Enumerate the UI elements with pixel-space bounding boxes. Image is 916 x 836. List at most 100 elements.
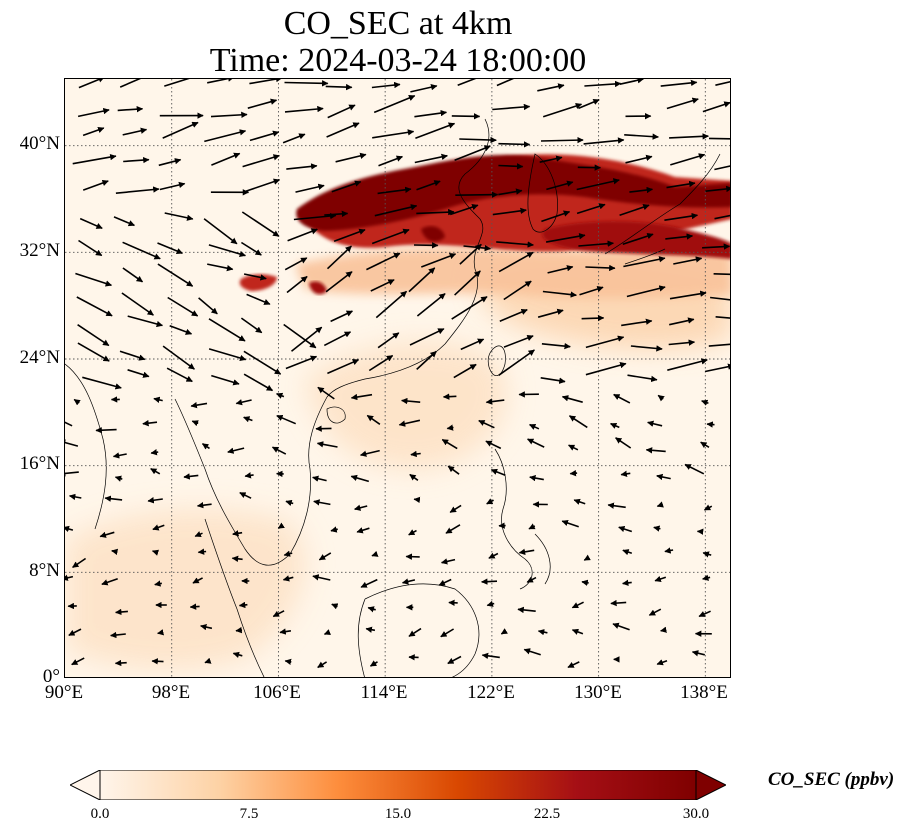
colorbar-extend-low <box>70 770 101 800</box>
wind-arrow <box>610 422 620 429</box>
wind-arrow <box>701 399 709 406</box>
wind-arrow <box>451 296 488 320</box>
wind-arrow <box>115 608 128 616</box>
wind-arrow <box>152 524 165 531</box>
y-tick-label: 40°N <box>19 133 60 154</box>
wind-arrow <box>581 579 589 586</box>
y-tick-label: 16°N <box>19 453 60 474</box>
wind-arrow <box>204 657 212 664</box>
wind-arrow <box>282 133 306 144</box>
wind-arrow <box>77 107 110 118</box>
wind-arrow <box>668 339 696 346</box>
wind-arrow <box>645 447 666 454</box>
wind-arrow <box>200 623 213 631</box>
wind-arrow <box>99 531 115 538</box>
wind-arrow <box>656 473 671 481</box>
wind-arrow <box>656 501 664 508</box>
wind-arrow <box>540 136 584 144</box>
wind-arrow <box>447 465 460 475</box>
wind-arrow <box>607 502 626 509</box>
wind-arrow <box>665 233 694 240</box>
wind-arrow <box>571 628 584 635</box>
wind-arrow <box>490 468 506 477</box>
wind-arrow <box>330 310 353 323</box>
co-concentration-field <box>65 154 730 670</box>
x-tick-label: 114°E <box>360 682 408 703</box>
wind-arrow <box>367 606 376 613</box>
wind-arrow <box>647 420 663 427</box>
colorbar-tick-label: 0.0 <box>90 806 110 822</box>
map-title-line2: Time: 2024-03-24 18:00:00 <box>209 42 587 79</box>
wind-arrow <box>313 499 331 506</box>
wind-arrow <box>82 179 109 191</box>
wind-arrow <box>673 256 703 265</box>
wind-arrow <box>526 576 537 583</box>
wind-arrow <box>667 358 708 371</box>
map-title-line1: CO_SEC at 4km <box>283 5 513 42</box>
wind-arrow <box>702 574 711 581</box>
wind-arrow <box>190 401 208 409</box>
wind-arrow <box>710 296 730 301</box>
wind-arrow <box>581 314 605 322</box>
wind-arrow <box>440 628 455 638</box>
wind-arrow <box>210 111 248 119</box>
wind-arrow <box>561 519 579 528</box>
wind-arrow <box>285 499 294 507</box>
wind-arrow <box>498 188 523 196</box>
wind-arrow <box>283 323 317 349</box>
wind-arrow <box>545 233 586 243</box>
wind-arrow <box>235 626 243 634</box>
wind-arrow <box>408 627 422 637</box>
wind-arrow <box>246 293 271 305</box>
wind-arrow <box>518 548 535 555</box>
wind-arrow <box>276 392 285 399</box>
wind-arrow <box>684 463 705 475</box>
wind-arrow <box>705 185 730 193</box>
wind-arrow <box>576 203 606 215</box>
wind-arrow <box>453 363 477 379</box>
wind-arrow <box>585 362 627 376</box>
plume-dark-core <box>296 154 730 231</box>
wind-arrow <box>624 133 659 140</box>
wind-arrow <box>653 525 661 532</box>
wind-arrow <box>446 424 454 431</box>
wind-arrow <box>189 603 200 610</box>
wind-arrow <box>457 79 477 87</box>
wind-arrow <box>127 369 150 378</box>
wind-arrow <box>71 657 85 666</box>
wind-arrow <box>373 95 416 114</box>
wind-arrow <box>413 496 421 504</box>
wind-arrow <box>204 129 247 143</box>
wind-arrow <box>579 286 604 296</box>
wind-arrow <box>573 498 586 505</box>
wind-arrow <box>239 491 252 499</box>
wind-arrow <box>416 292 446 317</box>
wind-arrow <box>445 524 461 534</box>
wind-arrow <box>366 252 401 271</box>
wind-arrow <box>150 449 159 456</box>
wind-arrow <box>416 350 437 370</box>
wind-arrow <box>619 204 650 217</box>
wind-arrow <box>151 549 160 556</box>
wind-arrow <box>567 661 580 669</box>
wind-arrow <box>115 186 160 194</box>
wind-arrow <box>158 158 182 167</box>
wind-arrow <box>523 648 541 656</box>
wind-arrow <box>576 178 620 191</box>
wind-arrow <box>82 376 122 390</box>
wind-arrow <box>541 342 571 350</box>
wind-arrow <box>242 154 280 168</box>
wind-arrow <box>121 292 154 316</box>
y-tick-label: 8°N <box>29 560 60 581</box>
wind-arrow <box>370 279 395 292</box>
wind-arrow <box>211 374 240 386</box>
wind-arrow <box>371 550 379 557</box>
wind-arrow <box>714 214 730 220</box>
wind-arrow <box>486 600 495 607</box>
wind-arrow <box>569 470 578 477</box>
wind-arrow <box>378 155 403 167</box>
wind-arrow <box>706 421 715 428</box>
wind-arrow <box>415 122 456 139</box>
wind-arrow <box>169 325 193 335</box>
wind-arrow <box>401 578 416 585</box>
